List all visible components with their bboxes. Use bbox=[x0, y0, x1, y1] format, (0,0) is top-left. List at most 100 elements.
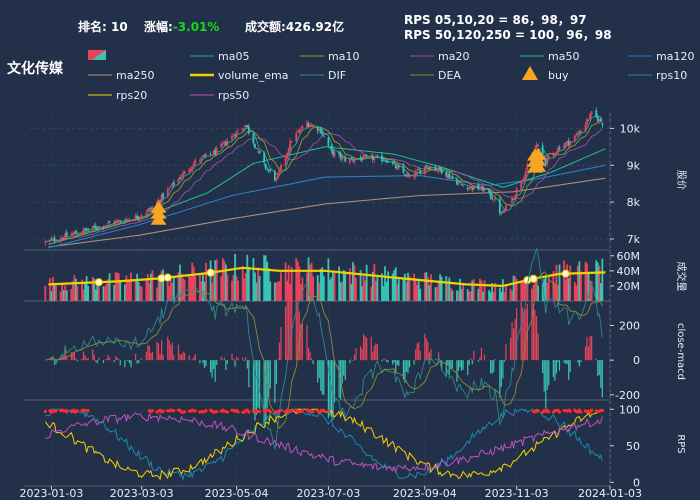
volume-bar bbox=[480, 280, 483, 301]
volume-bar bbox=[456, 290, 458, 301]
legend-swatch-up bbox=[88, 50, 106, 60]
volume-bar bbox=[273, 282, 276, 301]
legend-item-volume_ema: volume_ema bbox=[190, 69, 288, 82]
candle-body bbox=[65, 232, 68, 237]
volume-bar bbox=[247, 266, 250, 301]
candle-body bbox=[387, 162, 390, 163]
ma20-line bbox=[45, 128, 603, 243]
volume-bar bbox=[85, 276, 88, 301]
volume-bar bbox=[393, 269, 396, 301]
volume-bar bbox=[192, 266, 195, 301]
volume-bar bbox=[48, 278, 51, 301]
candle-body bbox=[544, 158, 547, 165]
candle-body bbox=[231, 135, 233, 140]
volume-bar bbox=[407, 272, 409, 301]
candle-body bbox=[491, 197, 494, 200]
volume-bar bbox=[116, 272, 119, 301]
rps-tick-label: 100 bbox=[619, 403, 640, 416]
x-tick-label: 2023-03-03 bbox=[110, 487, 174, 500]
volume-bar bbox=[479, 278, 481, 301]
volume-bar bbox=[523, 281, 526, 301]
rps-tick-label: 0 bbox=[633, 476, 640, 489]
volume-bar bbox=[344, 271, 347, 301]
volume-bar bbox=[348, 268, 351, 301]
rps-strong-dot bbox=[54, 409, 58, 413]
candle-body bbox=[254, 144, 256, 148]
legend-item-buy: buy bbox=[522, 66, 569, 82]
candle-body bbox=[102, 226, 105, 228]
volume-bar bbox=[468, 291, 471, 301]
rps-strong-dot bbox=[150, 409, 155, 413]
candle-body bbox=[385, 160, 388, 163]
volume-bar bbox=[428, 285, 431, 301]
volume-bar bbox=[576, 265, 579, 301]
volume-bar bbox=[87, 285, 90, 301]
candle-body bbox=[252, 133, 255, 144]
legend-buy-icon bbox=[522, 66, 538, 80]
volume-bar bbox=[139, 285, 142, 301]
volume-tick-label: 40M bbox=[617, 265, 641, 278]
candle-body bbox=[459, 181, 461, 183]
legend-item-DEA: DEA bbox=[410, 69, 461, 82]
legend-item-ma50: ma50 bbox=[520, 50, 579, 63]
volume-bar bbox=[301, 277, 304, 301]
candle-body bbox=[359, 157, 362, 159]
candle-body bbox=[526, 164, 529, 170]
candle-body bbox=[332, 149, 334, 156]
volume-bar bbox=[295, 258, 298, 301]
volume-bar bbox=[275, 282, 278, 301]
candle-body bbox=[523, 176, 526, 182]
volume-bar bbox=[241, 266, 244, 301]
volume-panel bbox=[44, 254, 606, 301]
candle-body bbox=[200, 157, 203, 161]
volume-bar bbox=[332, 270, 334, 301]
legend-label-DEA: DEA bbox=[438, 69, 461, 82]
legend-label-ma05: ma05 bbox=[218, 50, 249, 63]
candle-body bbox=[310, 125, 313, 127]
legend-label-rps50: rps50 bbox=[218, 89, 249, 102]
volume-bar bbox=[258, 275, 261, 301]
volume-bar bbox=[246, 254, 249, 301]
rps-line-1: RPS 05,10,20 = 86，98，97 bbox=[404, 13, 587, 27]
volume-bar bbox=[64, 285, 67, 301]
x-tick-label: 2023-01-03 bbox=[19, 487, 83, 500]
candle-body bbox=[295, 133, 298, 142]
candle-body bbox=[97, 225, 100, 229]
candle-body bbox=[211, 155, 214, 156]
candle-body bbox=[598, 119, 601, 122]
candle-body bbox=[123, 221, 126, 223]
volume-bar bbox=[290, 266, 293, 301]
volume-bar bbox=[296, 261, 299, 301]
candle-body bbox=[468, 187, 471, 189]
volume-bar bbox=[423, 272, 426, 301]
candle-body bbox=[573, 135, 576, 142]
candle-body bbox=[479, 189, 481, 190]
candle-body bbox=[159, 200, 161, 202]
volume-bar bbox=[130, 272, 132, 301]
candle-body bbox=[298, 129, 301, 134]
volume-bar bbox=[209, 260, 212, 301]
legend-item-ma20: ma20 bbox=[410, 50, 469, 63]
volume-bar bbox=[223, 260, 226, 301]
x-tick-label: 2023-09-04 bbox=[393, 487, 457, 500]
candle-body bbox=[221, 143, 224, 145]
candle-body bbox=[64, 233, 67, 239]
rps-panel bbox=[43, 408, 604, 482]
volume-bar bbox=[460, 289, 463, 301]
volume-bar bbox=[472, 279, 475, 301]
candle-body bbox=[448, 173, 451, 179]
volume-bar bbox=[159, 278, 161, 301]
rps-strong-dot bbox=[568, 409, 572, 413]
volume-bar bbox=[514, 276, 517, 301]
x-tick-label: 2023-07-03 bbox=[296, 487, 360, 500]
volume-bar bbox=[430, 274, 432, 301]
volume-bar bbox=[183, 279, 186, 301]
volume-bar bbox=[555, 264, 558, 301]
candle-body bbox=[451, 176, 454, 179]
volume-bar bbox=[278, 280, 281, 301]
candle-body bbox=[601, 123, 604, 126]
volume-bar bbox=[284, 262, 287, 301]
volume-bar bbox=[321, 267, 324, 301]
volume-bar bbox=[136, 273, 139, 301]
rps10-line bbox=[45, 408, 603, 482]
